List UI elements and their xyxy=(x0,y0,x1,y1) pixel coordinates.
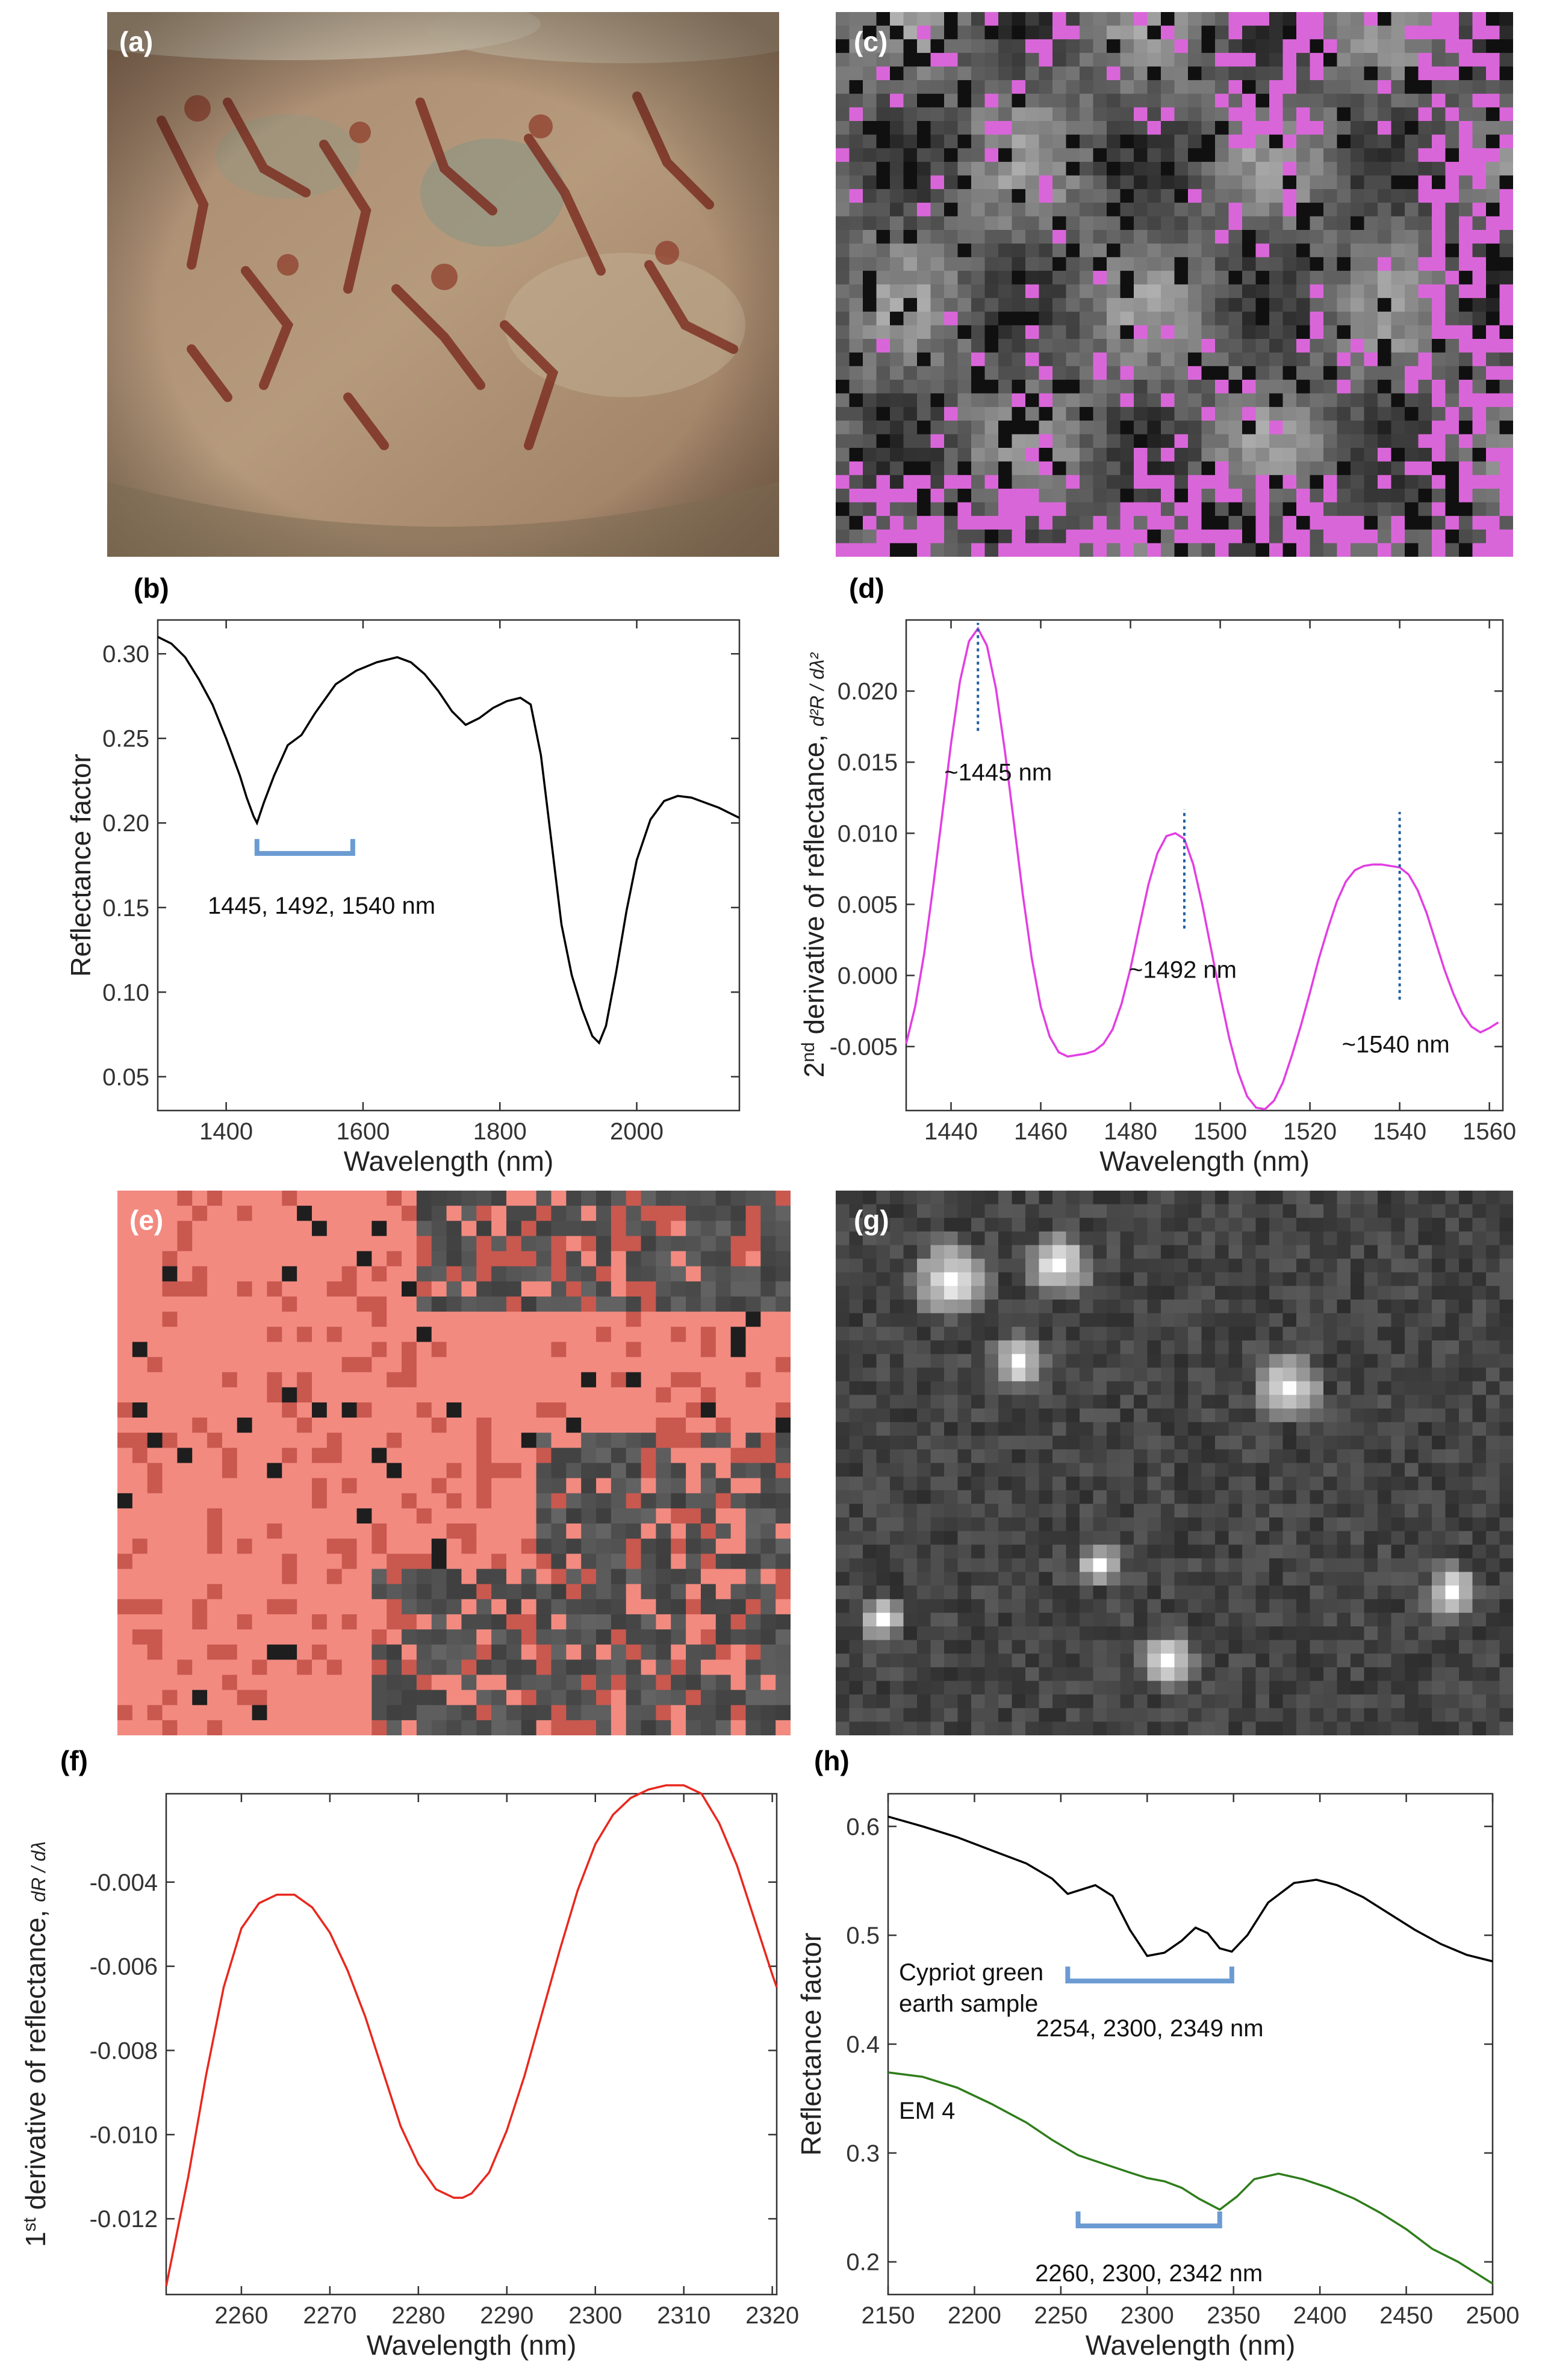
y-tick-label: 0.000 xyxy=(838,963,898,990)
y-tick-label: 0.020 xyxy=(838,678,898,705)
x-axis-title: Wavelength (nm) xyxy=(367,2329,577,2361)
panel-a-photo: (a) xyxy=(107,12,779,557)
magenta-classification-map xyxy=(836,12,1513,557)
plot-frame xyxy=(165,1793,778,2296)
y-axis-title: Reflectance factor xyxy=(65,754,96,977)
panel-e-label: (e) xyxy=(129,1204,164,1236)
panel-c-label: (c) xyxy=(854,26,888,57)
y-tick-label: -0.005 xyxy=(830,1034,898,1061)
panel-c-map: (c) xyxy=(836,12,1513,557)
chart-h: 2150 2200 2250 2300 2350 2400 2450 2500 0.2 0.3 0.… xyxy=(795,1793,1520,2361)
series-label: earth sample xyxy=(899,1991,1038,2017)
red-classification-map xyxy=(117,1191,791,1735)
series-line xyxy=(165,1784,778,2287)
panel-f-label: (f) xyxy=(60,1745,88,1776)
x-tick-label: 1460 xyxy=(1014,1118,1068,1145)
x-tick-label: 2350 xyxy=(1207,2302,1260,2329)
chart-b: 1400 1600 1800 2000 0.05 0.10 0.15 0.20 0.25 0.30… xyxy=(65,619,741,1177)
x-tick-label: 2290 xyxy=(480,2302,533,2329)
x-tick-label: 2200 xyxy=(948,2302,1001,2329)
y-tick-label: 0.015 xyxy=(838,749,898,776)
grayscale-abundance-map xyxy=(836,1191,1513,1735)
y-tick-label: 0.20 xyxy=(102,810,149,837)
rock-art-photo xyxy=(107,12,779,557)
y-tick-label: 0.15 xyxy=(102,895,149,922)
band-bracket xyxy=(1065,1966,1234,1984)
panel-g-label: (g) xyxy=(854,1204,889,1236)
panel-b-label: (b) xyxy=(134,572,169,604)
x-tick-label: 2320 xyxy=(745,2302,799,2329)
y-tick-label: 0.6 xyxy=(846,1814,880,1840)
x-tick-label: 2400 xyxy=(1293,2302,1347,2329)
x-tick-label: 1400 xyxy=(199,1118,253,1145)
series-line xyxy=(157,636,740,1045)
x-tick-label: 2500 xyxy=(1466,2302,1520,2329)
x-tick-label: 1500 xyxy=(1193,1118,1247,1145)
chart-d: 1440 1460 1480 1500 1520 1540 1560 -0.005 0.000 0… xyxy=(798,619,1516,1177)
x-axis-title: Wavelength (nm) xyxy=(1099,1145,1310,1177)
y-tick-label: 0.25 xyxy=(102,726,149,752)
peak-label: ~1492 nm xyxy=(1129,957,1237,984)
y-tick-label: 0.05 xyxy=(102,1064,149,1091)
x-tick-label: 2150 xyxy=(862,2302,915,2329)
x-tick-label: 1600 xyxy=(336,1118,390,1145)
y-axis-title: 2nd derivative of reflectance, d²R / dλ² xyxy=(798,652,830,1077)
y-tick-label: 0.2 xyxy=(846,2249,880,2276)
x-tick-label: 1440 xyxy=(924,1118,978,1145)
band-annotation: 1445, 1492, 1540 nm xyxy=(208,893,435,919)
x-tick-label: 2260 xyxy=(214,2302,268,2329)
x-tick-label: 2280 xyxy=(391,2302,445,2329)
x-tick-label: 1560 xyxy=(1463,1118,1516,1145)
y-tick-label: 0.30 xyxy=(102,641,149,668)
series-line xyxy=(905,626,1499,1111)
y-tick-label: 0.4 xyxy=(846,2031,880,2058)
x-tick-label: 2270 xyxy=(303,2302,356,2329)
band-annotation: 2260, 2300, 2342 nm xyxy=(1035,2260,1263,2287)
plot-frame xyxy=(887,1793,1494,2296)
x-axis-title: Wavelength (nm) xyxy=(344,1145,554,1177)
x-tick-label: 2250 xyxy=(1034,2302,1087,2329)
x-tick-label: 2450 xyxy=(1379,2302,1433,2329)
chart-f: 2260 2270 2280 2290 2300 2310 2320 -0.012 -0.010… xyxy=(20,1784,799,2361)
plot-frame xyxy=(157,619,741,1112)
x-tick-label: 2000 xyxy=(610,1118,664,1145)
panel-h-label: (h) xyxy=(814,1745,850,1776)
y-tick-label: -0.006 xyxy=(90,1954,158,1980)
x-tick-label: 1480 xyxy=(1104,1118,1157,1145)
y-tick-label: -0.008 xyxy=(90,2038,158,2064)
y-tick-label: -0.004 xyxy=(90,1870,158,1896)
panel-d-label: (d) xyxy=(849,572,884,604)
panel-e-map: (e) xyxy=(117,1191,791,1735)
x-axis-title: Wavelength (nm) xyxy=(1086,2329,1296,2361)
y-tick-label: 0.5 xyxy=(846,1923,880,1949)
y-tick-label: 0.005 xyxy=(838,891,898,918)
plot-frame xyxy=(905,619,1504,1112)
y-tick-label: 0.010 xyxy=(838,820,898,847)
panel-a-label: (a) xyxy=(119,26,154,57)
band-annotation: 2254, 2300, 2349 nm xyxy=(1036,2015,1264,2042)
y-axis-title: Reflectance factor xyxy=(795,1933,827,2156)
x-tick-label: 1520 xyxy=(1283,1118,1337,1145)
series-line xyxy=(888,2071,1493,2285)
y-tick-label: -0.010 xyxy=(90,2122,158,2148)
band-bracket xyxy=(1075,2211,1222,2229)
x-tick-label: 1540 xyxy=(1373,1118,1426,1145)
x-tick-label: 2300 xyxy=(1121,2302,1174,2329)
y-tick-label: 0.10 xyxy=(102,979,149,1006)
x-tick-label: 2300 xyxy=(568,2302,622,2329)
peak-label: ~1540 nm xyxy=(1342,1032,1450,1058)
y-tick-label: 0.3 xyxy=(846,2140,880,2167)
band-bracket xyxy=(254,838,355,856)
peak-label: ~1445 nm xyxy=(944,759,1052,786)
series-label: EM 4 xyxy=(899,2098,955,2124)
x-tick-label: 1800 xyxy=(473,1118,527,1145)
y-tick-label: -0.012 xyxy=(90,2206,158,2233)
panel-g-map: (g) xyxy=(836,1191,1513,1735)
series-label: Cypriot green xyxy=(899,1959,1043,1986)
y-axis-title: 1st derivative of reflectance, dR / dλ xyxy=(20,1841,52,2247)
x-tick-label: 2310 xyxy=(657,2302,710,2329)
series-line xyxy=(888,1815,1493,1963)
